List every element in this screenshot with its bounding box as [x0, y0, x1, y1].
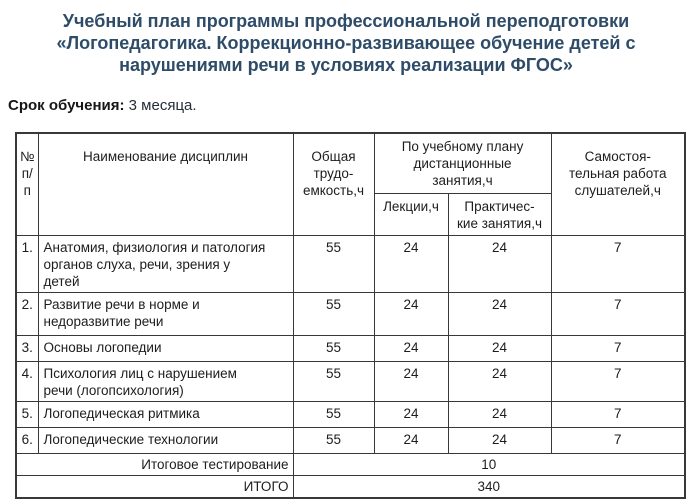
- practice-hours-cell: 24: [447, 360, 552, 402]
- page-title-line-3: нарушениями речи в условиях реализации Ф…: [119, 55, 573, 75]
- footer-label: ИТОГО: [15, 474, 294, 498]
- row-number-cell: 5.: [15, 400, 39, 428]
- self-work-hours-cell: 7: [550, 234, 686, 293]
- table-row: 1. Анатомия, физиология и патология орга…: [15, 234, 686, 293]
- discipline-name-cell: Основы логопедии: [37, 334, 294, 362]
- col-header-practice: Практичес- кие занятия,ч: [447, 192, 552, 236]
- practice-hours-cell: 24: [447, 426, 552, 454]
- lectures-hours-cell: 24: [373, 291, 449, 336]
- self-work-hours-cell: 7: [550, 400, 686, 428]
- lectures-hours-cell: 24: [373, 360, 449, 402]
- table-row: 4. Психология лиц с нарушением речи (лог…: [15, 360, 686, 402]
- col-header-distance-group: По учебному плану дистанционные занятия,…: [373, 132, 552, 194]
- total-hours-cell: 55: [292, 400, 375, 428]
- self-work-hours-cell: 7: [550, 426, 686, 454]
- row-number-cell: 3.: [15, 334, 39, 362]
- discipline-name-cell: Развитие речи в норме и недоразвитие реч…: [37, 291, 294, 336]
- table-row: 5. Логопедическая ритмика 55 24 24 7: [15, 400, 686, 428]
- self-work-hours-cell: 7: [550, 360, 686, 402]
- total-hours-cell: 55: [292, 360, 375, 402]
- row-number-cell: 6.: [15, 426, 39, 454]
- table-row: 2. Развитие речи в норме и недоразвитие …: [15, 291, 686, 336]
- lectures-hours-cell: 24: [373, 334, 449, 362]
- duration-value: 3 месяца.: [128, 97, 197, 114]
- lectures-hours-cell: 24: [373, 234, 449, 293]
- curriculum-table: № п/ п Наименование дисциплин Общая труд…: [15, 132, 687, 499]
- row-number-cell: 1.: [15, 234, 39, 293]
- lectures-hours-cell: 24: [373, 426, 449, 454]
- col-header-total-hours: Общая трудо- емкость,ч: [292, 132, 375, 236]
- duration-line: Срок обучения: 3 месяца.: [8, 97, 692, 115]
- page-title-line-2: «Логопедагогика. Коррекционно-развивающе…: [56, 33, 636, 53]
- row-number-cell: 4.: [15, 360, 39, 402]
- row-number-cell: 2.: [15, 291, 39, 336]
- footer-row-final-testing: Итоговое тестирование 10: [15, 452, 686, 476]
- table-row: 3. Основы логопедии 55 24 24 7: [15, 334, 686, 362]
- discipline-name-cell: Психология лиц с нарушением речи (логопс…: [37, 360, 294, 402]
- total-hours-cell: 55: [292, 426, 375, 454]
- page-title-line-1: Учебный план программы профессиональной …: [62, 11, 630, 31]
- total-hours-cell: 55: [292, 291, 375, 336]
- table-row: 6. Логопедические технологии 55 24 24 7: [15, 426, 686, 454]
- lectures-hours-cell: 24: [373, 400, 449, 428]
- col-header-lectures: Лекции,ч: [373, 192, 449, 236]
- footer-value: 10: [292, 452, 686, 476]
- total-hours-cell: 55: [292, 334, 375, 362]
- col-header-no: № п/ п: [15, 132, 39, 236]
- practice-hours-cell: 24: [447, 291, 552, 336]
- self-work-hours-cell: 7: [550, 334, 686, 362]
- practice-hours-cell: 24: [447, 400, 552, 428]
- practice-hours-cell: 24: [447, 234, 552, 293]
- total-hours-cell: 55: [292, 234, 375, 293]
- col-header-name: Наименование дисциплин: [37, 132, 294, 236]
- footer-label: Итоговое тестирование: [15, 452, 294, 476]
- practice-hours-cell: 24: [447, 334, 552, 362]
- discipline-name-cell: Логопедические технологии: [37, 426, 294, 454]
- page-title: Учебный план программы профессиональной …: [26, 10, 666, 76]
- col-header-self-work: Самостоя- тельная работа слушателей,ч: [550, 132, 686, 236]
- discipline-name-cell: Логопедическая ритмика: [37, 400, 294, 428]
- self-work-hours-cell: 7: [550, 291, 686, 336]
- duration-label: Срок обучения:: [8, 97, 125, 114]
- footer-row-grand-total: ИТОГО 340: [15, 474, 686, 498]
- discipline-name-cell: Анатомия, физиология и патология органов…: [37, 234, 294, 293]
- footer-value: 340: [292, 474, 686, 498]
